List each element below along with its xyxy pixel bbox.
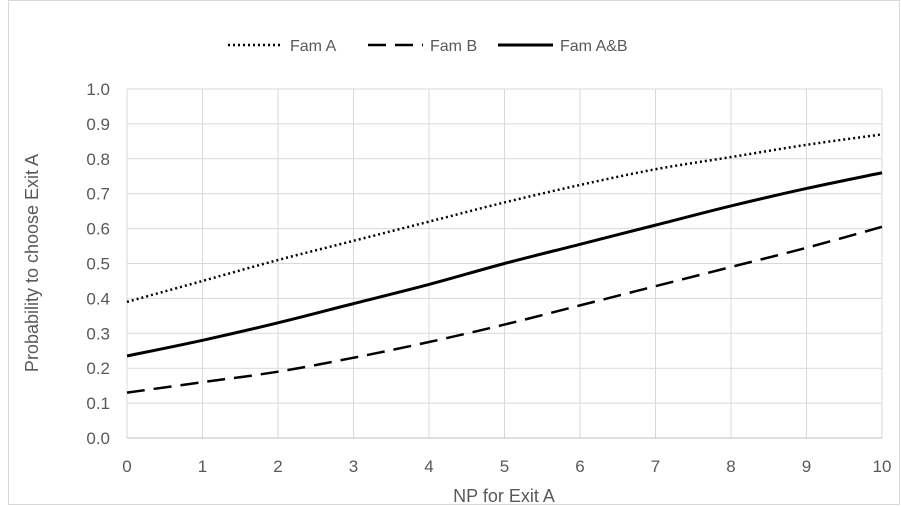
y-tick-label: 0.3 [86,324,110,343]
x-tick-label: 8 [726,457,735,476]
y-tick-label: 0.6 [86,220,110,239]
x-tick-label: 0 [122,457,131,476]
x-tick-label: 9 [802,457,811,476]
gridlines [127,88,883,438]
chart-frame [8,0,900,505]
x-tick-label: 5 [500,457,509,476]
legend-label-fam-a: Fam A [290,38,337,55]
x-tick-label: 4 [424,457,433,476]
series-lines [126,133,883,394]
y-axis-title: Probability to choose Exit A [22,154,42,372]
y-tick-label: 0.9 [86,115,110,134]
series-line-fam-a [126,133,883,304]
series-line-fam-b [126,225,883,394]
legend-label-fam-a-and-b: Fam A&B [560,38,628,55]
y-tick-label: 0.2 [86,359,110,378]
axes: 0.0 0.1 0.2 0.3 0.4 0.5 0.6 0.7 0.8 0.9 1.0 0 1 2 3 4 5 6… [86,80,891,476]
x-axis-title: NP for Exit A [453,486,555,506]
x-tick-label: 2 [273,457,282,476]
series-line-fam-a-and-b [126,171,883,358]
legend: Fam A Fam B Fam A&B [228,38,628,55]
y-tick-label: 0.4 [86,289,110,308]
y-tick-label: 0.0 [86,429,110,448]
x-tick-label: 7 [651,457,660,476]
x-tick-label: 6 [575,457,584,476]
x-tick-label: 10 [873,457,892,476]
legend-label-fam-b: Fam B [430,38,477,55]
x-tick-label: 3 [349,457,358,476]
x-tick-label: 1 [198,457,207,476]
y-tick-label: 0.5 [86,255,110,274]
y-tick-label: 0.7 [86,185,110,204]
y-tick-label: 0.8 [86,150,110,169]
y-tick-label: 0.1 [86,394,110,413]
y-tick-label: 1.0 [86,80,110,99]
